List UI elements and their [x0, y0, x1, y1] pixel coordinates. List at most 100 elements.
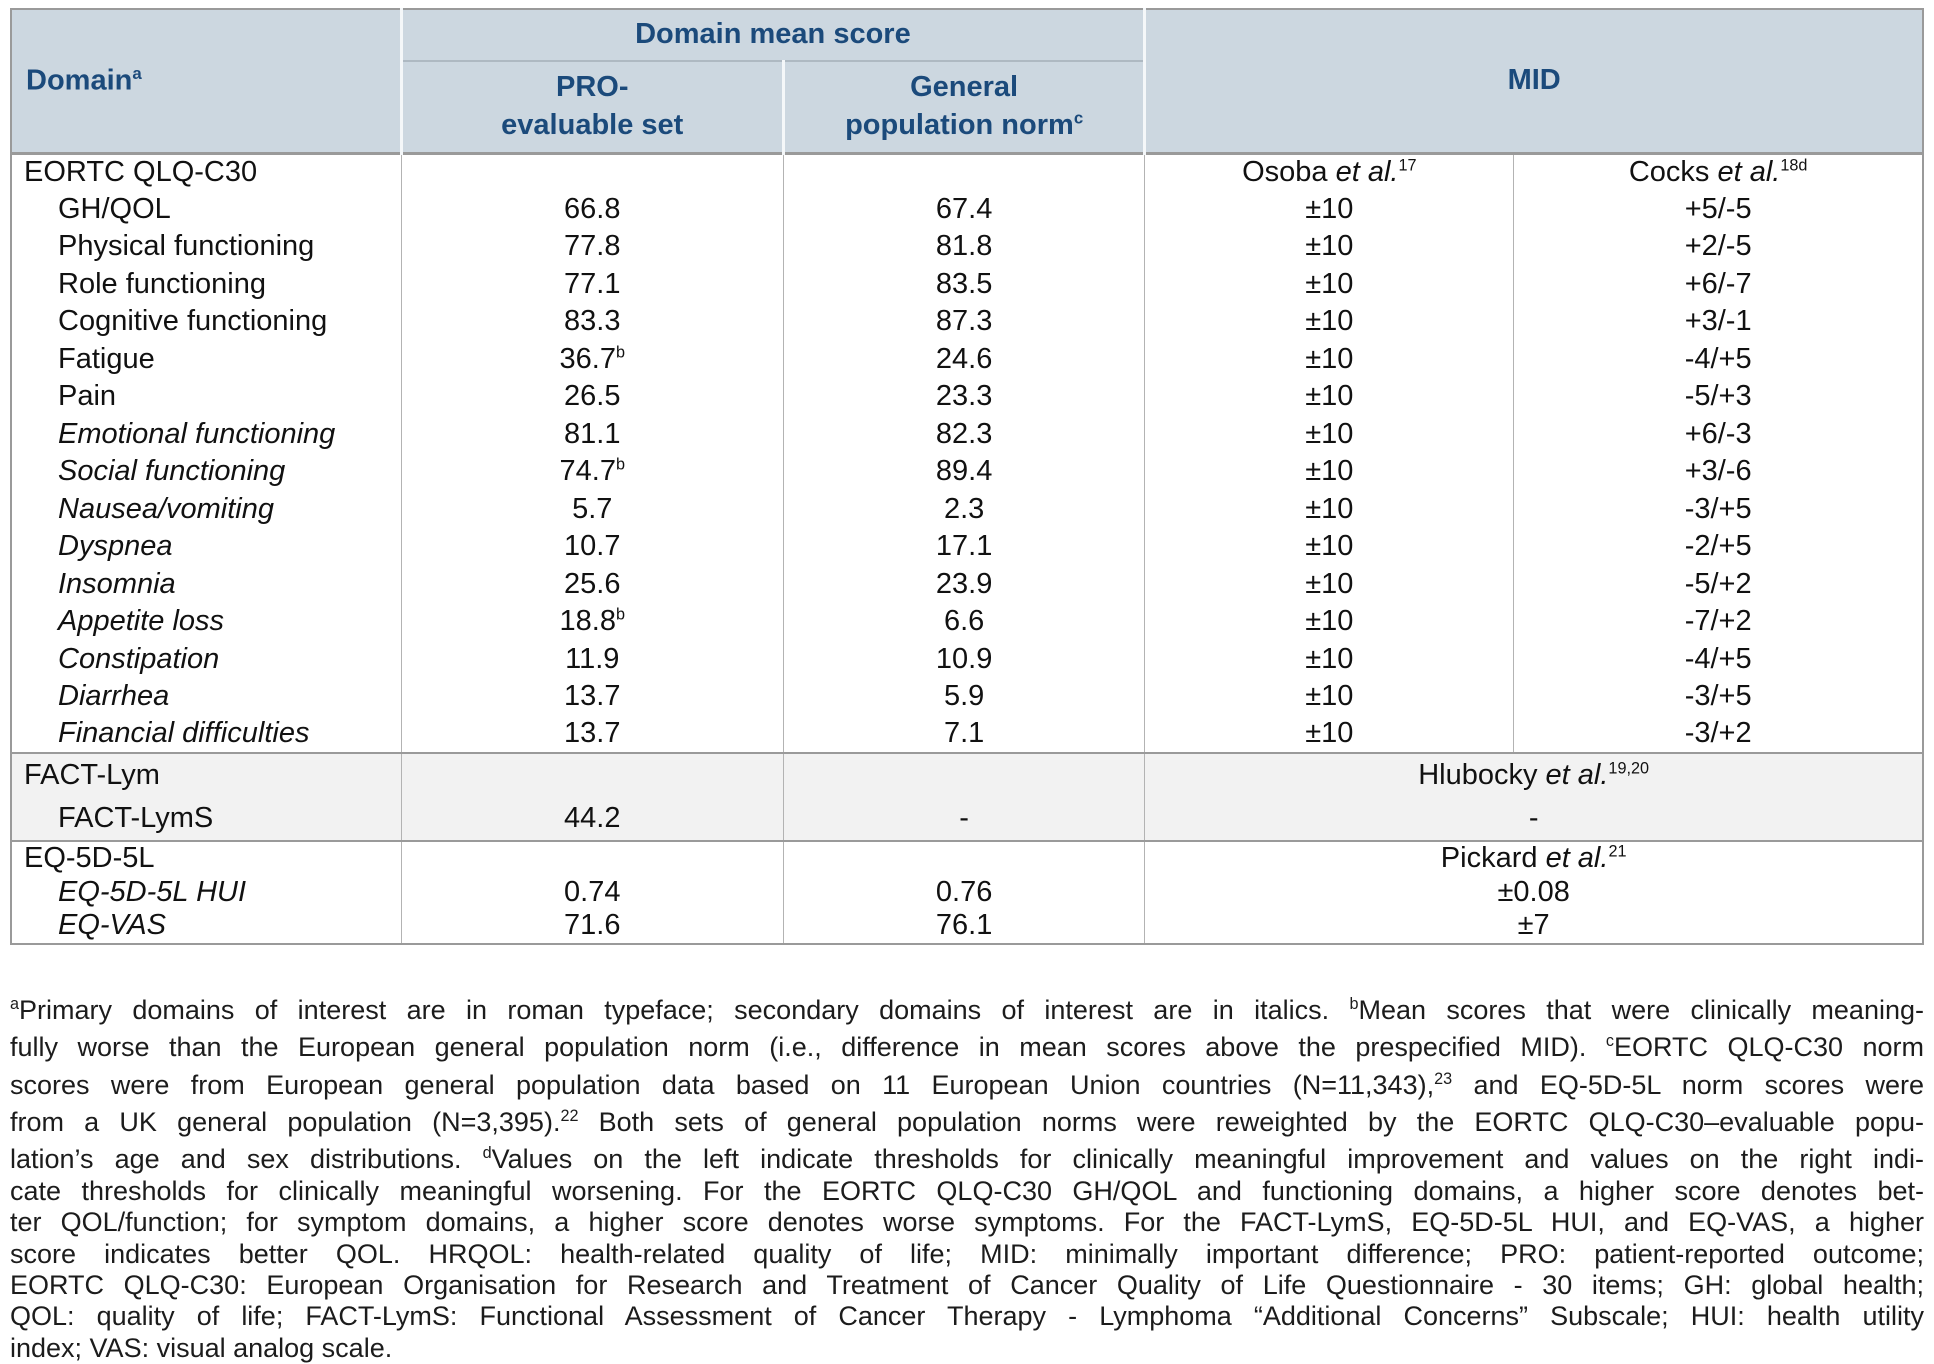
table-cell: [783, 841, 1146, 876]
table-row: Physical functioning 77.8 81.8 ±10 +2/-5: [11, 228, 1923, 266]
pro-evaluable-value-cell: 81.1: [401, 415, 784, 453]
mid-value-cell: +6/-3: [1684, 417, 1752, 450]
mid-value-cell: -3/+5: [1684, 680, 1752, 713]
section-title-cell: FACT-Lym: [11, 753, 402, 797]
pro-evaluable-value-cell: 83.3: [401, 303, 784, 341]
section-eq: EQ-5D-5L Pickard et al.21 EQ-5D-5L HUI 0.74…: [11, 841, 1923, 944]
superscript: b: [615, 605, 625, 624]
population-norm-value-cell: -: [783, 797, 1146, 841]
mid-value-cell: -7/+2: [1684, 605, 1752, 638]
population-norm-value-cell: 81.8: [783, 228, 1146, 266]
table-row: Dyspnea 10.7 17.1 ±10 -2/+5: [11, 528, 1923, 566]
superscript: b: [1349, 994, 1359, 1013]
population-norm-value-cell: 10.9: [783, 640, 1146, 678]
mid-value-cell: ±10: [1144, 228, 1515, 266]
population-norm-value-cell: 23.3: [783, 378, 1146, 416]
population-norm-value-cell: 24.6: [783, 340, 1146, 378]
mid-value-cell: -3/+5: [1684, 492, 1752, 525]
table-row: Appetite loss 18.8b 6.6 ±10 -7/+2: [11, 603, 1923, 641]
header-mid: MID: [1143, 9, 1923, 153]
mid-value-cell: -3/+2: [1684, 717, 1752, 750]
pro-evaluable-value-cell: 26.5: [401, 378, 784, 416]
superscript: 23: [1434, 1069, 1453, 1088]
population-norm-value-cell: 2.3: [783, 490, 1146, 528]
section-eortc: EORTC QLQ-C30 Osoba et al.17 Cocks et al.1…: [11, 153, 1923, 753]
domain-label-cell: Fatigue: [11, 340, 402, 378]
pro-evaluable-value-cell: 77.8: [401, 228, 784, 266]
table-row: Social functioning 74.7b 89.4 ±10 +3/-6: [11, 453, 1923, 491]
domain-label-cell: EQ-5D-5L HUI: [11, 876, 402, 910]
pro-evaluable-value-cell: 13.7: [401, 678, 784, 716]
population-norm-value-cell: 5.9: [783, 678, 1146, 716]
header-domain-label: Domain: [26, 64, 133, 97]
pro-evaluable-value-cell: 5.7: [401, 490, 784, 528]
section-title-cell: EORTC QLQ-C30: [11, 153, 402, 191]
superscript: d: [482, 1144, 492, 1163]
footnote-line: aPrimary domains of interest are in roma…: [10, 994, 1924, 1025]
section-title-row: FACT-Lym Hlubocky et al.19,20: [11, 753, 1923, 797]
superscript: 19,20: [1608, 759, 1650, 778]
pro-evaluable-value-cell: 11.9: [401, 640, 784, 678]
table-row: GH/QOL 66.8 67.4 ±10 +5/-5: [11, 190, 1923, 228]
pro-evaluable-value-cell: 0.74: [401, 876, 784, 910]
mid-reference-cell: Cocks et al.18d: [1628, 155, 1808, 188]
mid-value-cell: +2/-5: [1684, 230, 1752, 263]
pro-evaluable-value-cell: 36.7b: [401, 340, 784, 378]
pro-evaluable-value-cell: 18.8b: [401, 603, 784, 641]
mid-value-cell: ±10: [1144, 453, 1515, 491]
domain-label-cell: Physical functioning: [11, 228, 402, 266]
domain-label-cell: Financial difficulties: [11, 715, 402, 753]
superscript: b: [615, 342, 625, 361]
footnote-line: index; VAS: visual analog scale.: [10, 1332, 393, 1363]
footnote-line: EORTC QLQ-C30: European Organisation for…: [10, 1269, 1924, 1300]
pro-evaluable-value-cell: 13.7: [401, 715, 784, 753]
mid-value-cell: ±10: [1144, 378, 1515, 416]
population-norm-value-cell: 67.4: [783, 190, 1146, 228]
mid-value-cell: ±10: [1144, 528, 1515, 566]
header-domain-footnote-marker: a: [132, 63, 142, 83]
footnotes: aPrimary domains of interest are in roma…: [10, 989, 1924, 1364]
domain-label-cell: Insomnia: [11, 565, 402, 603]
mid-reference-cell: Pickard et al.21: [1440, 842, 1627, 875]
footnote-line: scores were from European general popula…: [10, 1069, 1925, 1100]
pro-evaluable-value-cell: 25.6: [401, 565, 784, 603]
pro-evaluable-value-cell: 77.1: [401, 265, 784, 303]
domain-label-cell: Cognitive functioning: [11, 303, 402, 341]
table-row: Insomnia 25.6 23.9 ±10 -5/+2: [11, 565, 1923, 603]
mid-value-cell: ±10: [1144, 715, 1515, 753]
table-row: EQ-VAS 71.6 76.1 ±7: [11, 909, 1923, 944]
table-cell: [401, 753, 784, 797]
table-row: Emotional functioning 81.1 82.3 ±10 +6/-3: [11, 415, 1923, 453]
table-row: Role functioning 77.1 83.5 ±10 +6/-7: [11, 265, 1923, 303]
mid-value-cell: -4/+5: [1684, 342, 1752, 375]
domain-label-cell: Nausea/vomiting: [11, 490, 402, 528]
pro-evaluable-value-cell: 66.8: [401, 190, 784, 228]
table-row: Fatigue 36.7b 24.6 ±10 -4/+5: [11, 340, 1923, 378]
population-norm-value-cell: 6.6: [783, 603, 1146, 641]
mid-value-cell: ±10: [1144, 603, 1515, 641]
table-row: Financial difficulties 13.7 7.1 ±10 -3/+2: [11, 715, 1923, 753]
mid-value-cell: -: [1144, 797, 1923, 841]
population-norm-value-cell: 76.1: [783, 909, 1146, 944]
domain-label-cell: EQ-VAS: [11, 909, 402, 944]
et-al: et al.: [1545, 758, 1609, 791]
section-title-row: EQ-5D-5L Pickard et al.21: [11, 841, 1923, 876]
header-general-population-norm: General population normc: [781, 61, 1145, 153]
pro-evaluable-value-cell: 74.7b: [401, 453, 784, 491]
mid-reference-cell: Osoba et al.17: [1144, 153, 1515, 191]
superscript: 17: [1398, 156, 1417, 175]
table-row: Nausea/vomiting 5.7 2.3 ±10 -3/+5: [11, 490, 1923, 528]
mid-value-cell: ±10: [1144, 490, 1515, 528]
table-header: Domaina Domain mean score MID PRO- evalu…: [11, 9, 1923, 153]
section-title-row: EORTC QLQ-C30 Osoba et al.17 Cocks et al.1…: [11, 153, 1923, 191]
population-norm-value-cell: 82.3: [783, 415, 1146, 453]
superscript: c: [1605, 1032, 1614, 1051]
population-norm-value-cell: 0.76: [783, 876, 1146, 910]
domain-label-cell: Appetite loss: [11, 603, 402, 641]
mid-value-cell: ±10: [1144, 565, 1515, 603]
table-cell: [783, 753, 1146, 797]
pro-evaluable-value-cell: 10.7: [401, 528, 784, 566]
population-norm-value-cell: 17.1: [783, 528, 1146, 566]
population-norm-value-cell: 23.9: [783, 565, 1146, 603]
superscript: b: [615, 455, 625, 474]
